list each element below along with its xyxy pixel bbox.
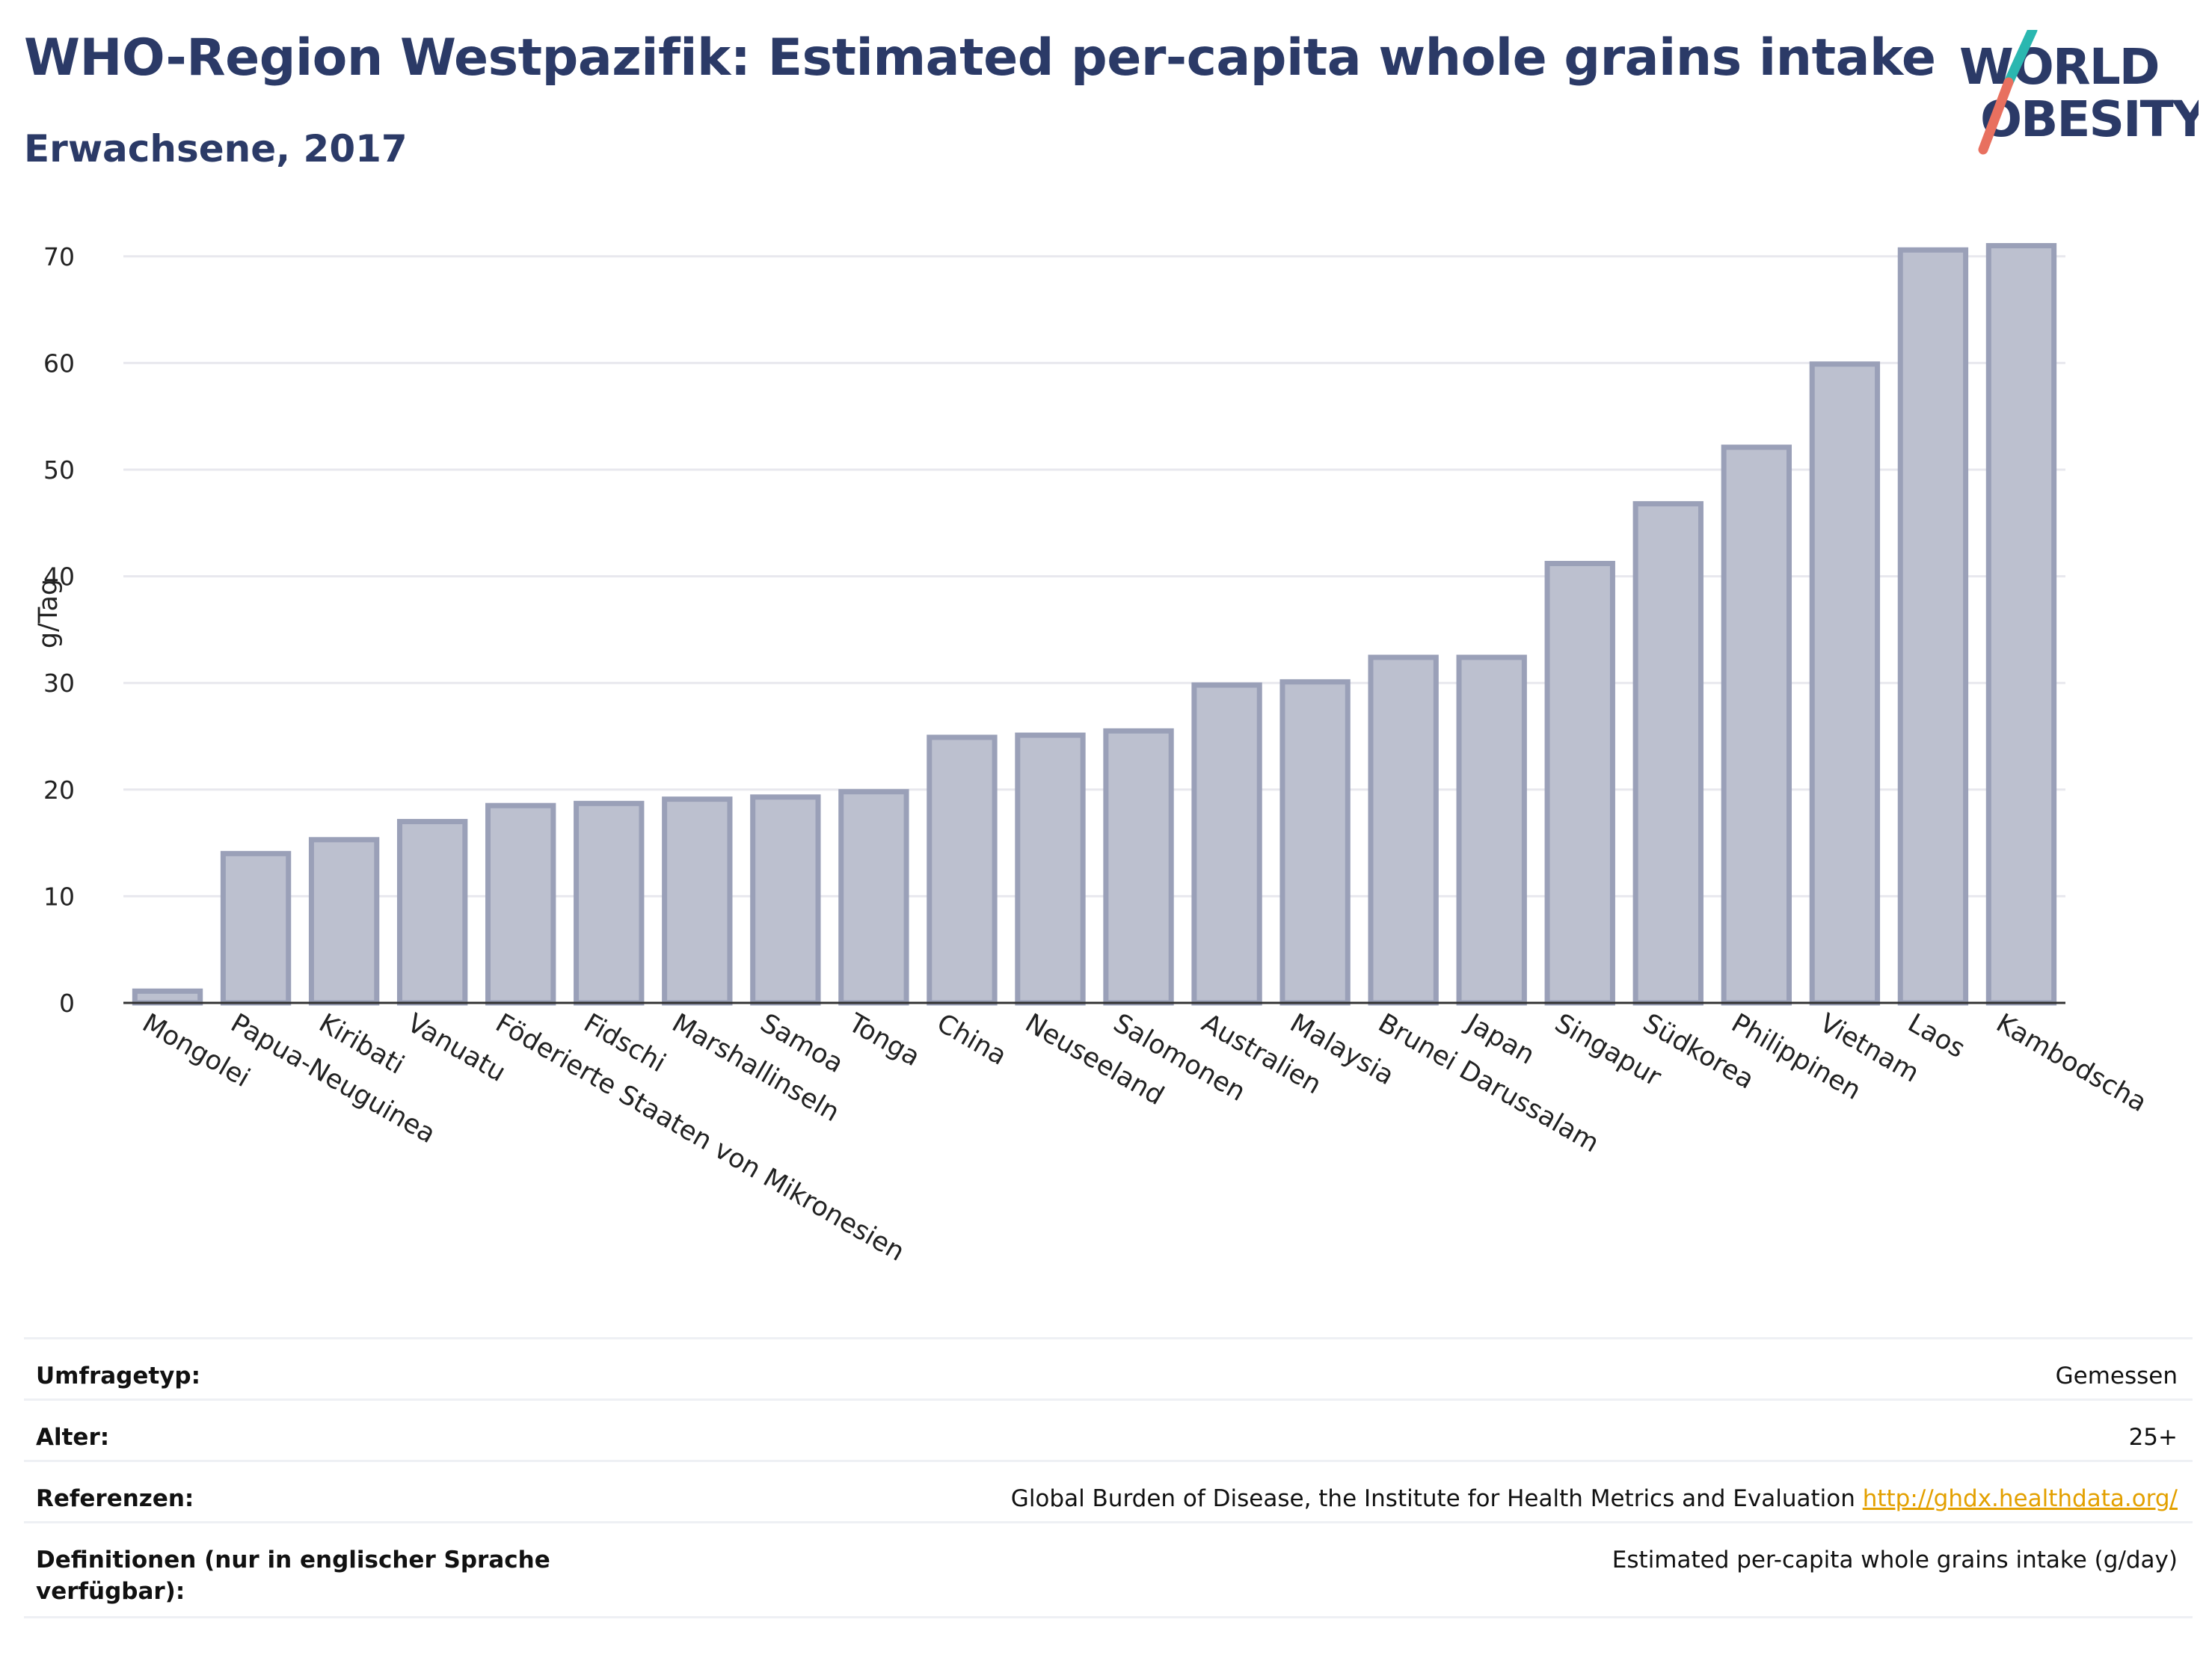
reference-link[interactable]: http://ghdx.healthdata.org/ <box>1862 1485 2178 1512</box>
info-value: Estimated per-capita whole grains intake… <box>1612 1547 2178 1573</box>
bar-chart: 010203040506070g/TagMongoleiPapua-Neugui… <box>34 242 2151 1268</box>
bar <box>308 837 380 1006</box>
chart-subtitle: Erwachsene, 2017 <box>24 127 408 171</box>
logo-slash-teal <box>2003 30 2038 87</box>
bar <box>132 988 203 1006</box>
bar <box>1544 560 1615 1006</box>
info-value: Global Burden of Disease, the Institute … <box>1011 1483 2178 1514</box>
x-tick-label: China <box>932 1008 1012 1072</box>
bar <box>1897 247 1969 1006</box>
bar <box>1103 728 1174 1006</box>
world-obesity-logo: WORLD OBESITY <box>1959 30 2199 155</box>
y-tick-label: 30 <box>43 669 75 698</box>
y-tick-label: 40 <box>43 562 75 592</box>
y-tick-label: 60 <box>43 348 75 378</box>
info-table: Umfragetyp: Gemessen Alter: 25+ Referenz… <box>24 1337 2193 1618</box>
y-tick-label: 0 <box>59 989 75 1018</box>
x-tick-label: Vanuatu <box>402 1008 511 1088</box>
bar <box>838 789 909 1006</box>
bar <box>1015 732 1086 1006</box>
x-tick-label: Tonga <box>843 1008 925 1072</box>
y-tick-label: 10 <box>43 882 75 911</box>
bar <box>927 734 998 1006</box>
bar <box>1368 654 1439 1006</box>
bar <box>485 802 556 1006</box>
y-tick-label: 50 <box>43 455 75 485</box>
info-row-references: Referenzen: Global Burden of Disease, th… <box>24 1460 2193 1521</box>
bar <box>1279 679 1351 1006</box>
logo-text-obesity: OBESITY <box>1980 90 2199 148</box>
info-row-survey-type: Umfragetyp: Gemessen <box>24 1337 2193 1398</box>
logo-text-world: WORLD <box>1959 38 2159 96</box>
bar <box>574 800 645 1006</box>
logo-slash-coral <box>1978 77 2014 155</box>
bar <box>220 850 292 1006</box>
bar <box>396 819 468 1006</box>
info-value: 25+ <box>2128 1424 2178 1451</box>
info-label: Definitionen (nur in englischer Sprache … <box>36 1547 550 1605</box>
bar <box>662 796 733 1006</box>
info-row-age: Alter: 25+ <box>24 1398 2193 1460</box>
y-tick-label: 70 <box>43 242 75 271</box>
bar <box>1456 654 1527 1006</box>
bar <box>1191 682 1262 1006</box>
bar <box>1632 501 1703 1006</box>
bar <box>1809 361 1881 1006</box>
info-value: Gemessen <box>2055 1363 2178 1390</box>
y-axis-label: g/Tag <box>34 579 64 648</box>
info-label: Umfragetyp: <box>36 1363 200 1390</box>
chart-title: WHO-Region Westpazifik: Estimated per-ca… <box>24 28 1936 87</box>
bar <box>1985 243 2057 1006</box>
bar <box>750 794 821 1006</box>
bar <box>1721 444 1792 1006</box>
x-tick-label: Kambodscha <box>1991 1008 2151 1118</box>
info-label: Referenzen: <box>36 1485 194 1512</box>
info-row-definitions: Definitionen (nur in englischer Sprache … <box>24 1521 2193 1618</box>
y-tick-label: 20 <box>43 776 75 805</box>
info-label: Alter: <box>36 1424 110 1451</box>
reference-text: Global Burden of Disease, the Institute … <box>1010 1485 1855 1512</box>
